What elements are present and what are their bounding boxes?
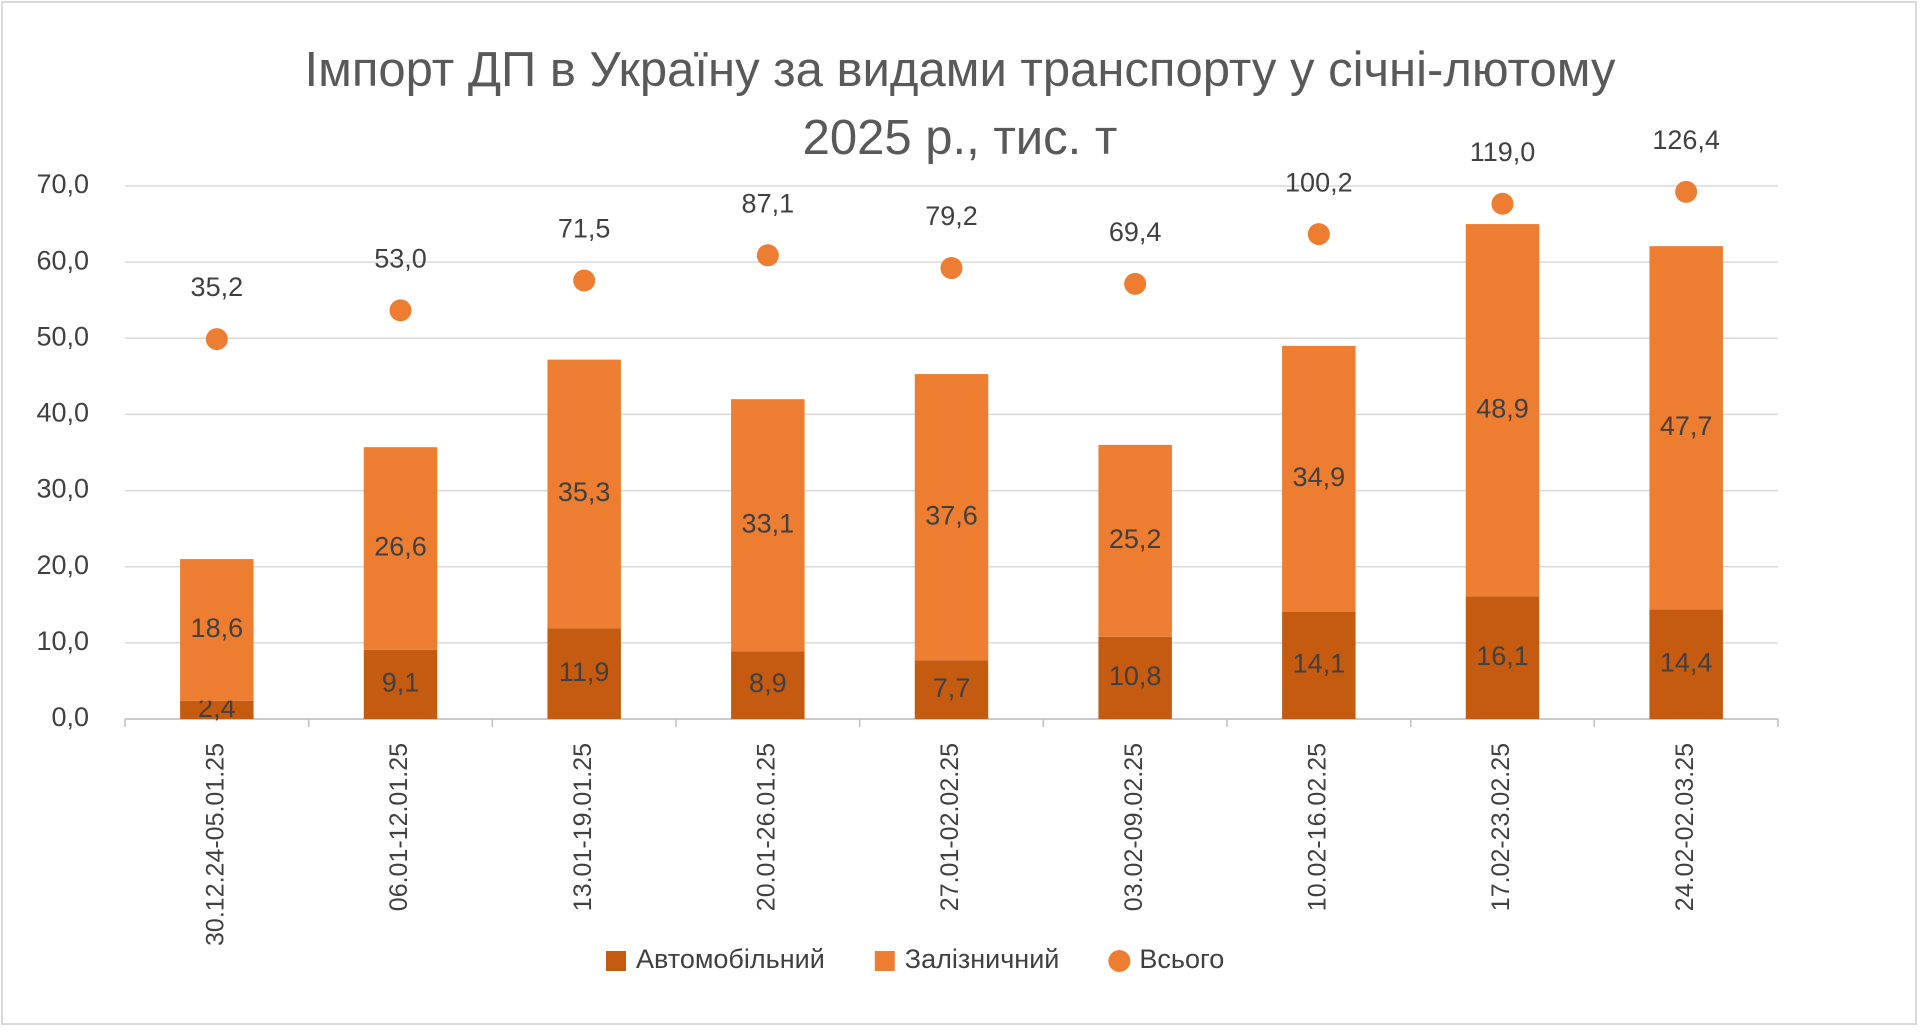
y-tick-label: 40,0 — [36, 398, 89, 428]
total-dot — [573, 269, 596, 292]
legend-label: Залізничний — [905, 944, 1060, 974]
bar-segment — [731, 399, 805, 652]
y-tick-label: 30,0 — [36, 474, 89, 504]
x-tick-label: 20.01-26.01.25 — [752, 743, 780, 911]
data-label: 16,1 — [1476, 641, 1529, 671]
bar-segment — [914, 660, 989, 719]
data-label: 25,2 — [1109, 524, 1162, 554]
data-label: 87,1 — [742, 188, 795, 218]
data-label: 126,4 — [1652, 125, 1720, 155]
bar-segment — [180, 559, 254, 701]
data-label: 9,1 — [382, 667, 420, 697]
data-label: 53,0 — [374, 243, 427, 273]
bar-segment — [180, 700, 254, 719]
bar-segment — [363, 447, 438, 650]
legend-marker — [606, 951, 626, 971]
data-label: 48,9 — [1476, 393, 1529, 423]
total-dot — [940, 257, 963, 280]
y-tick-label: 60,0 — [36, 245, 89, 275]
data-label: 7,7 — [933, 673, 971, 703]
data-label: 69,4 — [1109, 217, 1162, 247]
x-tick-label: 13.01-19.01.25 — [569, 743, 597, 911]
x-tick-label: 24.02-02.03.25 — [1671, 743, 1699, 911]
bar-segment — [1282, 345, 1356, 612]
data-label: 35,3 — [558, 477, 611, 507]
total-dot — [1491, 192, 1514, 215]
total-dot — [1307, 223, 1330, 246]
bar-segment — [1465, 224, 1540, 597]
data-label: 47,7 — [1660, 411, 1713, 441]
total-dot — [1675, 180, 1698, 203]
bar-segment — [1098, 636, 1172, 719]
bar-segment — [1098, 444, 1172, 637]
bar-segment — [547, 628, 621, 719]
bar-segment — [1465, 596, 1540, 719]
data-label: 34,9 — [1293, 462, 1346, 492]
data-label: 100,2 — [1285, 167, 1353, 197]
y-tick-label: 50,0 — [36, 321, 89, 351]
data-label: 11,9 — [559, 657, 610, 687]
data-label: 8,9 — [749, 668, 787, 698]
legend-label: Автомобільний — [636, 944, 825, 974]
bar-segment — [1649, 246, 1723, 610]
data-label: 79,2 — [925, 201, 978, 231]
legend-label: Всього — [1139, 944, 1224, 974]
data-label: 14,4 — [1660, 647, 1713, 677]
total-dot — [756, 244, 779, 267]
data-label: 119,0 — [1470, 137, 1536, 167]
x-tick-label: 10.02-16.02.25 — [1303, 743, 1331, 911]
data-label: 14,1 — [1293, 648, 1346, 678]
x-tick-label: 30.12.24-05.01.25 — [201, 743, 229, 946]
bar-segment — [914, 374, 989, 661]
bar-segment — [731, 651, 805, 719]
bar-segment — [1649, 609, 1723, 719]
bar-segment — [547, 359, 621, 629]
legend-marker — [1108, 950, 1131, 972]
data-label: 35,2 — [191, 272, 244, 302]
chart-title: Імпорт ДП в Україну за видами транспорту… — [305, 43, 1616, 165]
data-label: 37,6 — [925, 500, 978, 530]
y-tick-label: 70,0 — [36, 169, 89, 199]
x-tick-label: 27.01-02.02.25 — [936, 743, 964, 911]
bar-segment — [363, 649, 438, 719]
data-label: 26,6 — [374, 532, 427, 562]
total-dot — [205, 328, 228, 351]
legend-marker — [874, 951, 895, 971]
total-dot — [1124, 272, 1147, 295]
y-tick-label: 10,0 — [36, 626, 89, 656]
x-tick-label: 03.02-09.02.25 — [1120, 743, 1148, 911]
data-label: 18,6 — [191, 613, 244, 643]
x-tick-label: 17.02-23.02.25 — [1487, 743, 1515, 911]
y-tick-label: 0,0 — [51, 702, 89, 732]
y-tick-label: 20,0 — [36, 550, 89, 580]
bar-segment — [1282, 611, 1356, 719]
data-label: 33,1 — [742, 508, 795, 538]
x-tick-label: 06.01-12.01.25 — [385, 743, 413, 911]
data-label: 71,5 — [558, 214, 611, 244]
total-dot — [389, 299, 412, 322]
data-label: 10,8 — [1109, 661, 1162, 691]
